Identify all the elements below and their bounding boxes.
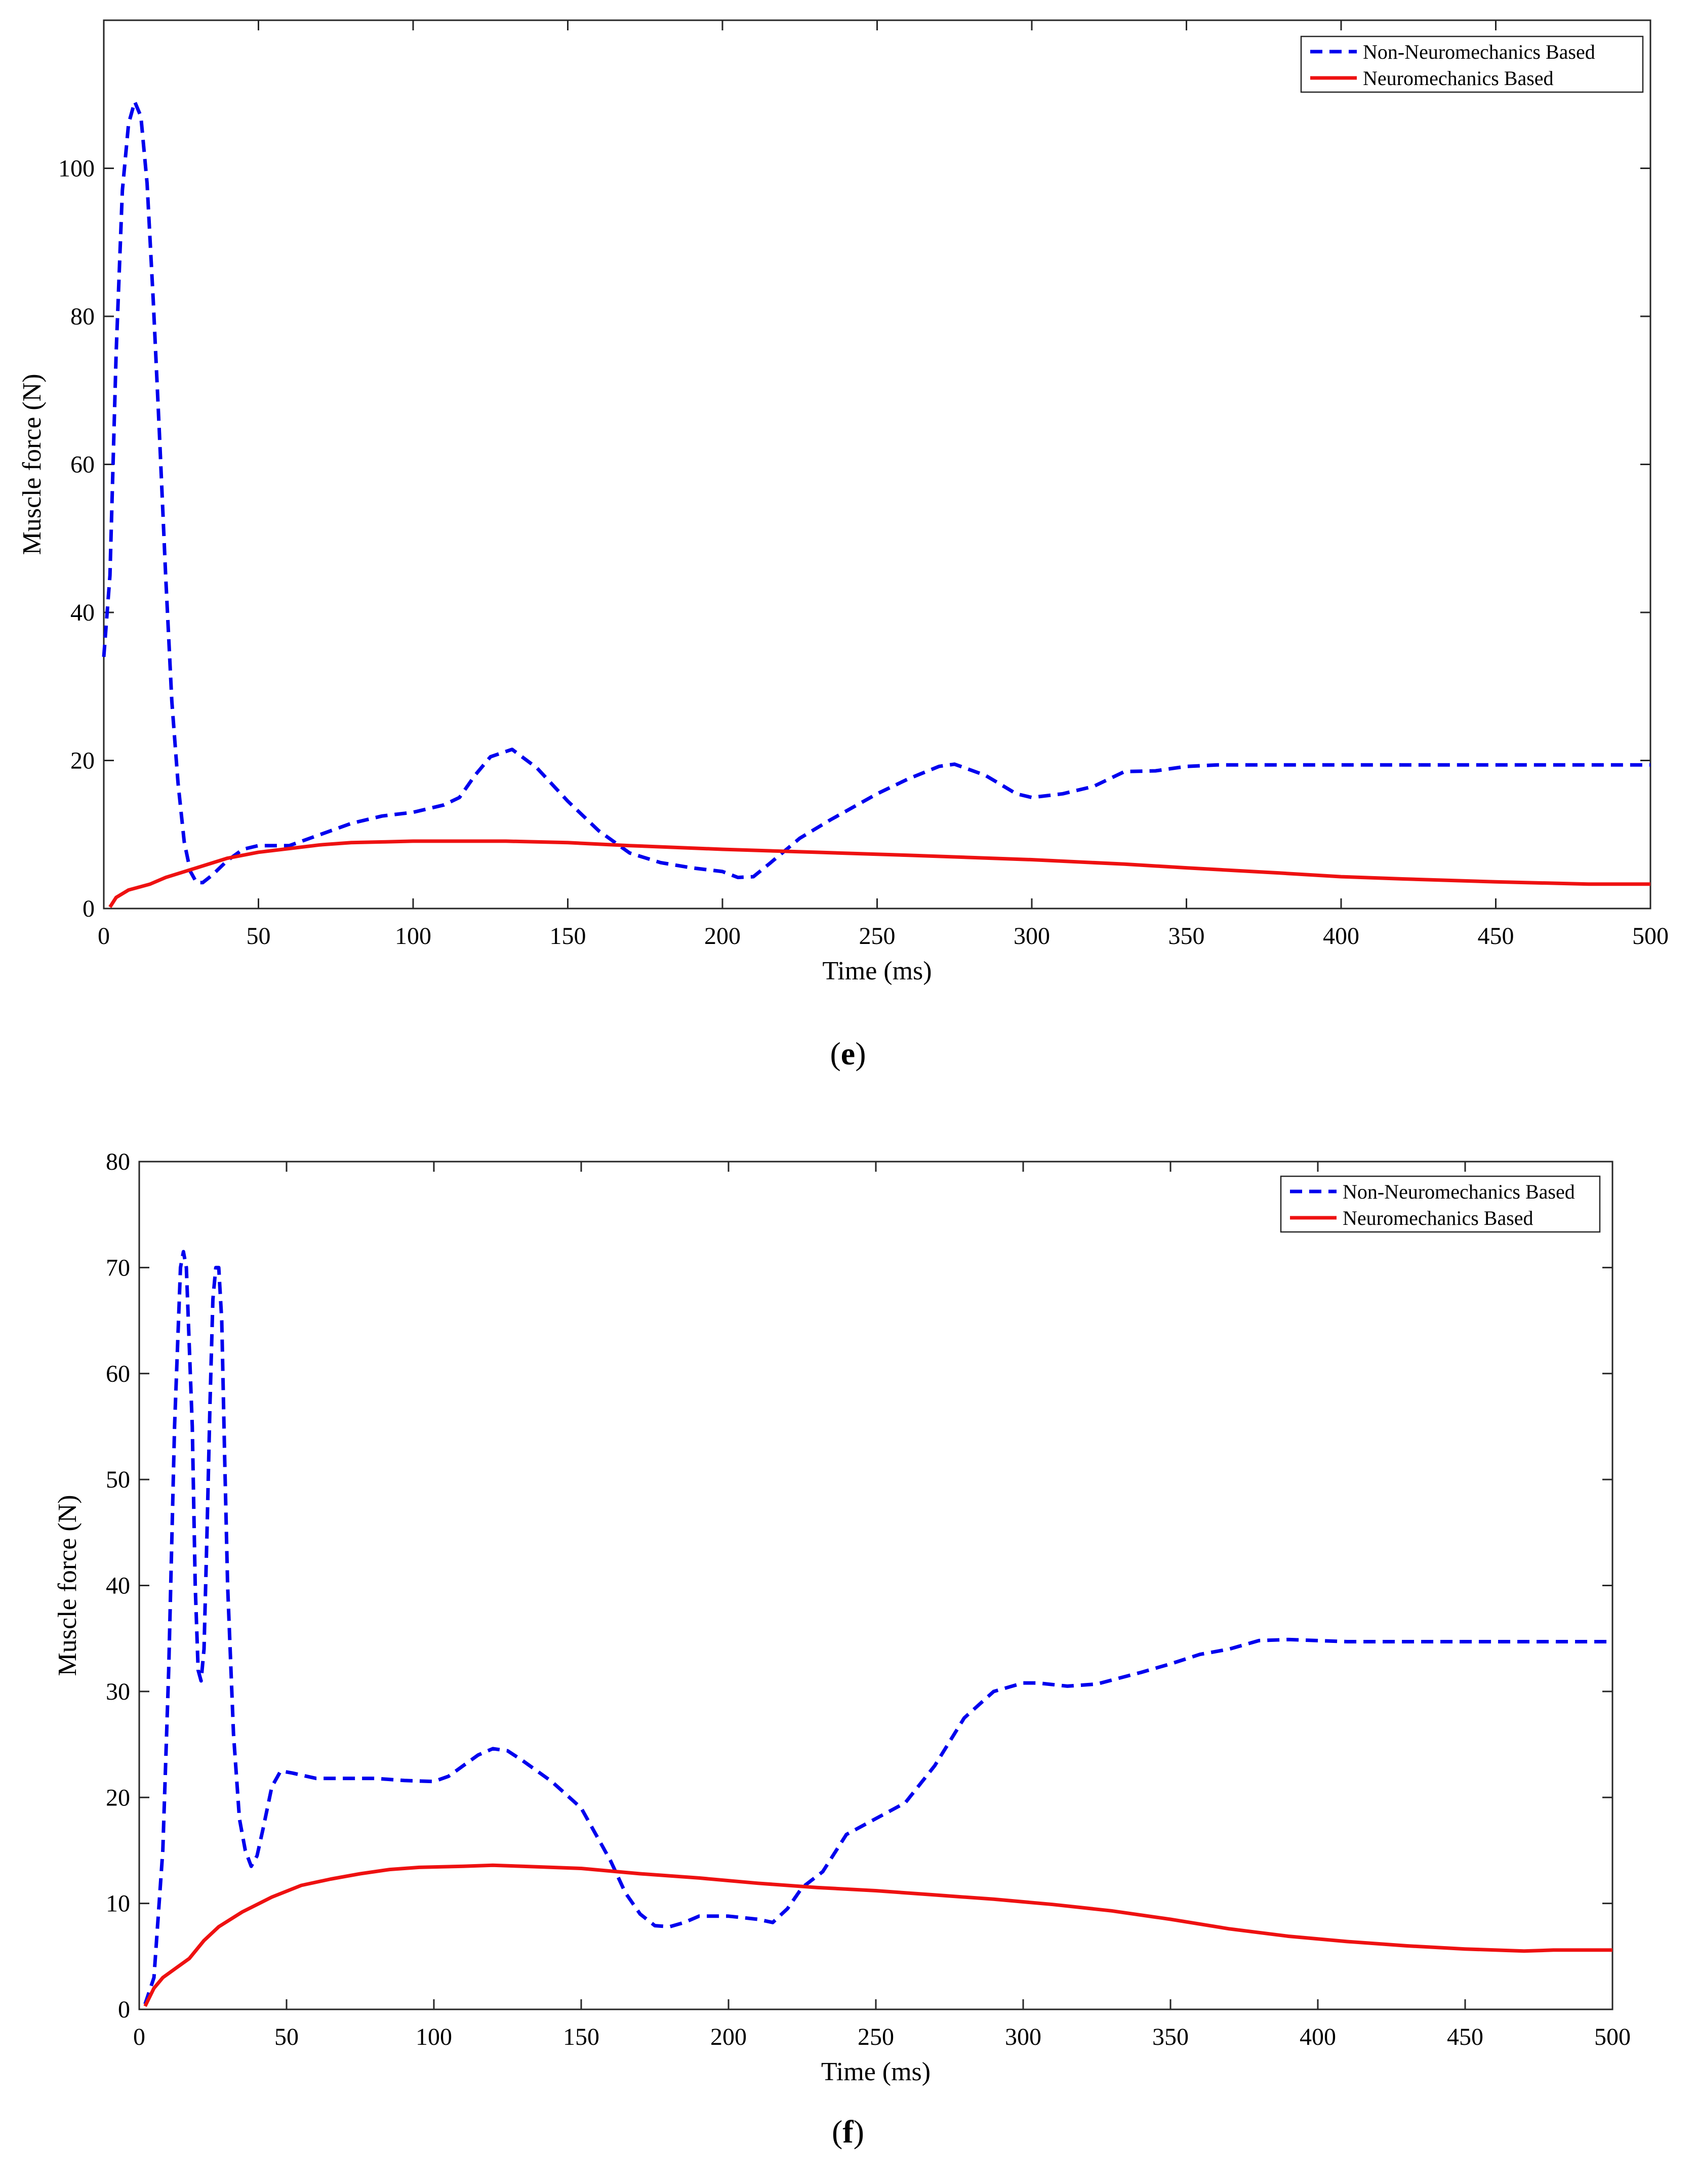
series-line-e-non-neuromechanics <box>102 100 1650 885</box>
plot-area-e <box>103 19 1651 910</box>
x-tick-label-e-150: 150 <box>550 923 586 950</box>
y-tick-label-f-40: 40 <box>106 1573 130 1599</box>
y-tick-label-e-0: 0 <box>83 895 95 922</box>
x-tick-label-e-400: 400 <box>1323 923 1359 950</box>
x-tick-label-f-200: 200 <box>710 2024 747 2050</box>
series-line-f-non-neuromechanics <box>143 1250 1612 2005</box>
y-tick-label-e-80: 80 <box>70 303 95 330</box>
chart-e: 0 50 100 150 200 250 300 350 400 450 500 0 20 40 60 80 1… <box>18 19 1669 985</box>
chart-f: 0 50 100 150 200 250 300 350 400 450 500 0 10 20 30 40 5… <box>53 1148 1631 2086</box>
x-tick-label-e-350: 350 <box>1168 923 1205 950</box>
caption-e: (e) <box>0 1035 1696 1073</box>
y-axis-label-f: Muscle force (N) <box>53 1495 82 1676</box>
x-axis-label-e: Time (ms) <box>822 957 932 985</box>
x-tick-label-f-350: 350 <box>1152 2024 1189 2050</box>
x-tick-label-e-450: 450 <box>1478 923 1514 950</box>
caption-f: (f) <box>0 2113 1696 2151</box>
y-tick-label-f-80: 80 <box>106 1148 130 1175</box>
y-tick-label-e-40: 40 <box>70 599 95 626</box>
x-tick-label-e-300: 300 <box>1014 923 1050 950</box>
x-tick-label-f-500: 500 <box>1594 2024 1631 2050</box>
plot-area-f <box>138 1161 1613 2010</box>
y-tick-label-e-20: 20 <box>70 748 95 774</box>
series-line-f-neuromechanics <box>143 1863 1612 2007</box>
y-axis-label-e: Muscle force (N) <box>18 374 47 555</box>
y-tick-label-f-60: 60 <box>106 1361 130 1387</box>
x-tick-label-f-300: 300 <box>1005 2024 1041 2050</box>
x-tick-label-e-100: 100 <box>395 923 431 950</box>
x-tick-label-f-50: 50 <box>274 2024 299 2050</box>
y-tick-label-f-0: 0 <box>118 1996 130 2023</box>
x-tick-label-f-0: 0 <box>133 2024 145 2050</box>
legend-box-e <box>1300 35 1644 93</box>
x-tick-label-f-150: 150 <box>563 2024 599 2050</box>
legend-label-e-1: Neuromechanics Based <box>1363 67 1554 90</box>
caption-f-text: (f) <box>832 2114 864 2150</box>
x-tick-label-f-100: 100 <box>416 2024 452 2050</box>
x-tick-label-e-200: 200 <box>704 923 741 950</box>
legend-label-f-1: Neuromechanics Based <box>1343 1207 1533 1229</box>
legend-label-f-0: Non-Neuromechanics Based <box>1343 1180 1575 1203</box>
legend-box-f <box>1280 1175 1601 1233</box>
caption-e-text: (e) <box>830 1036 866 1072</box>
x-tick-label-f-450: 450 <box>1447 2024 1483 2050</box>
y-tick-label-f-10: 10 <box>106 1890 130 1917</box>
y-tick-label-e-60: 60 <box>70 451 95 478</box>
y-tick-label-e-100: 100 <box>58 155 95 182</box>
y-tick-label-f-30: 30 <box>106 1678 130 1705</box>
x-tick-label-e-50: 50 <box>247 923 271 950</box>
y-tick-label-f-50: 50 <box>106 1466 130 1493</box>
x-axis-label-f: Time (ms) <box>821 2057 931 2086</box>
legend-label-e-0: Non-Neuromechanics Based <box>1363 40 1595 63</box>
x-tick-label-e-250: 250 <box>859 923 896 950</box>
y-tick-label-f-70: 70 <box>106 1254 130 1281</box>
y-tick-label-f-20: 20 <box>106 1784 130 1811</box>
series-line-e-neuromechanics <box>108 839 1650 908</box>
x-tick-label-e-0: 0 <box>98 923 110 950</box>
x-tick-label-f-400: 400 <box>1300 2024 1336 2050</box>
x-tick-label-e-500: 500 <box>1632 923 1669 950</box>
x-tick-label-f-250: 250 <box>858 2024 894 2050</box>
